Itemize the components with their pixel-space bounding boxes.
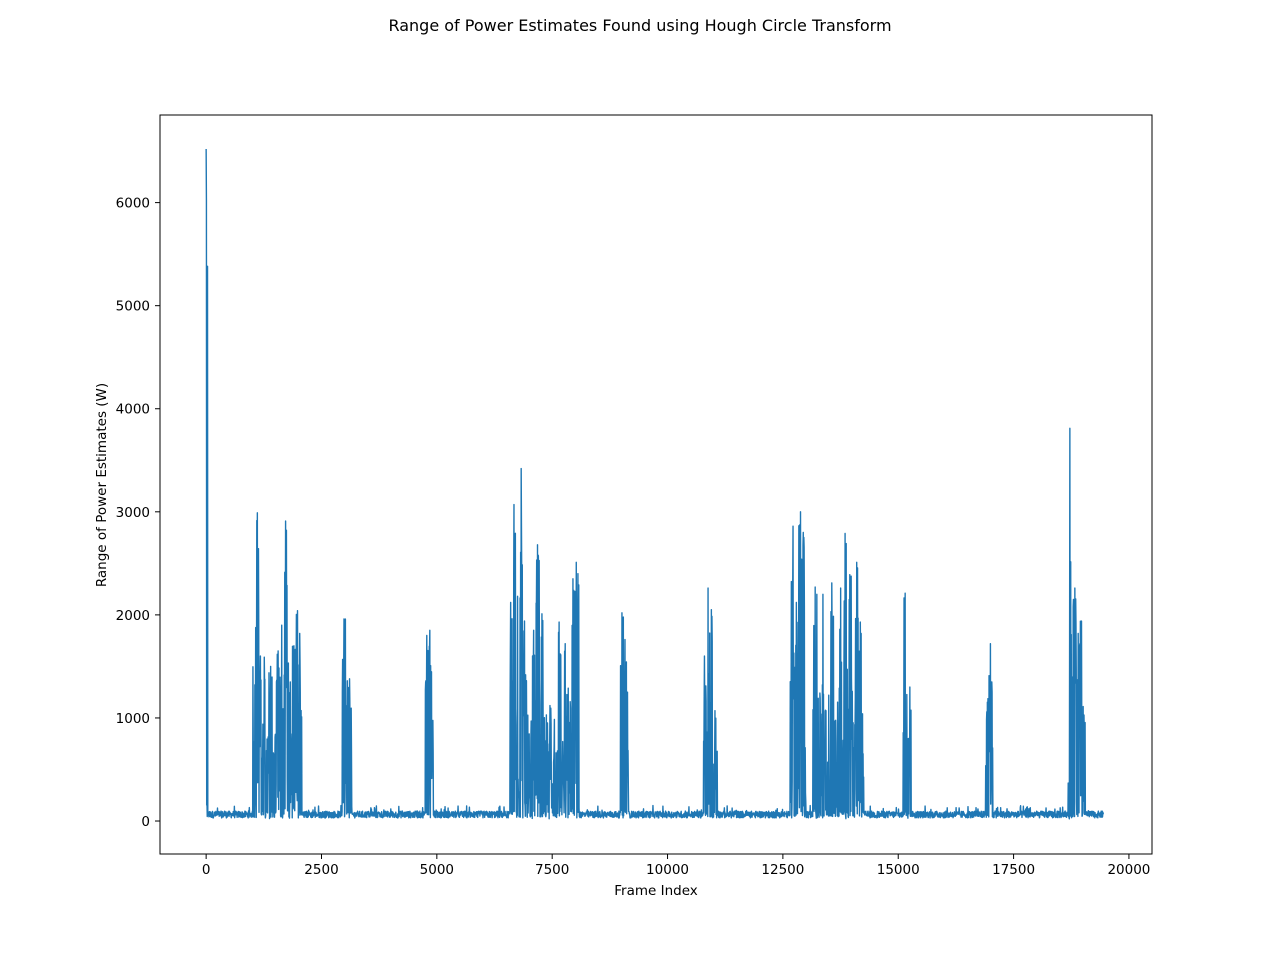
y-tick-label: 6000 xyxy=(116,196,150,212)
x-tick-label: 5000 xyxy=(420,862,454,878)
x-tick-label: 12500 xyxy=(761,862,804,878)
x-tick-label: 10000 xyxy=(646,862,689,878)
x-tick-label: 15000 xyxy=(877,862,920,878)
y-tick-label: 2000 xyxy=(116,608,150,624)
x-tick-label: 0 xyxy=(202,862,211,878)
y-axis: 0 1000 2000 3000 4000 5000 6000 xyxy=(116,196,160,830)
x-tick-label: 2500 xyxy=(304,862,338,878)
chart-title: Range of Power Estimates Found using Hou… xyxy=(388,16,891,35)
x-tick-label: 7500 xyxy=(535,862,569,878)
y-tick-label: 5000 xyxy=(116,299,150,315)
y-tick-label: 4000 xyxy=(116,402,150,418)
x-tick-label: 20000 xyxy=(1107,862,1150,878)
x-axis: 0 2500 5000 7500 10000 12500 15000 17500 20000 xyxy=(202,854,1150,878)
y-tick-label: 1000 xyxy=(116,711,150,727)
plot-frame xyxy=(159,114,1153,855)
series-line xyxy=(205,149,1105,820)
y-tick-label: 3000 xyxy=(116,505,150,521)
x-tick-label: 17500 xyxy=(992,862,1035,878)
y-tick-label: 0 xyxy=(141,814,150,830)
plot-area xyxy=(159,114,1153,855)
y-axis-label: Range of Power Estimates (W) xyxy=(94,383,110,587)
x-axis-label: Frame Index xyxy=(614,883,698,899)
plot-background xyxy=(160,115,1152,854)
series-group xyxy=(205,149,1105,820)
